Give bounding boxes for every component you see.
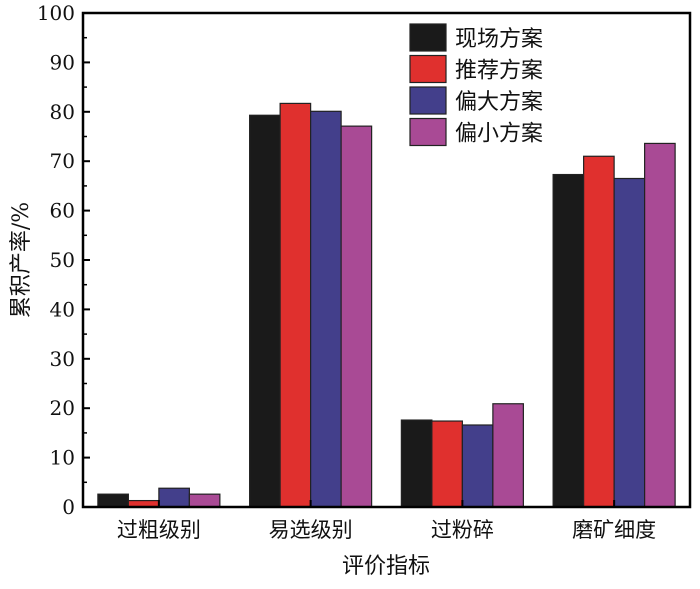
x-tick-label: 过粉碎 xyxy=(431,518,494,542)
bar-3-4 xyxy=(613,177,646,508)
bar-1-1 xyxy=(97,493,129,508)
x-axis-label: 评价指标 xyxy=(342,554,430,579)
y-tick-label: 90 xyxy=(50,50,75,74)
bar-1-3 xyxy=(400,419,433,508)
legend-label-2: 推荐方案 xyxy=(455,59,543,84)
x-tick-label: 过粗级别 xyxy=(117,518,201,542)
legend-label-4: 偏小方案 xyxy=(455,122,543,147)
legend-swatch-2 xyxy=(409,54,447,84)
bar-1-2 xyxy=(249,114,281,508)
bar-4-1 xyxy=(188,493,221,508)
bar-3-3 xyxy=(461,424,494,508)
y-axis-label: 累积产率/% xyxy=(9,202,34,318)
y-tick-label: 70 xyxy=(50,149,75,173)
y-tick-label: 100 xyxy=(37,1,75,25)
y-tick-label: 20 xyxy=(50,396,75,420)
y-tick-label: 40 xyxy=(50,297,75,321)
y-tick-label: 50 xyxy=(50,248,75,272)
bar-2-3 xyxy=(431,420,463,508)
y-tick-label: 10 xyxy=(50,446,75,470)
bar-1-4 xyxy=(552,173,585,508)
bars-layer xyxy=(97,102,676,508)
bar-2-4 xyxy=(583,155,615,508)
legend-swatch-3 xyxy=(409,86,447,115)
y-tick-label: 80 xyxy=(50,100,75,124)
bar-2-2 xyxy=(279,102,312,508)
bar-4-4 xyxy=(644,142,676,508)
y-tick-label: 60 xyxy=(50,199,75,223)
x-tick-label: 磨矿细度 xyxy=(572,518,656,542)
axes-layer: 过粗级别 易选级别 过粉碎 磨矿细度 0 10 20 30 40 50 60 70 80 90 100 xyxy=(37,1,692,542)
legend-label-3: 偏大方案 xyxy=(455,90,543,115)
legend-swatch-4 xyxy=(409,117,447,147)
y-tick-label: 0 xyxy=(62,495,75,519)
legend-label-1: 现场方案 xyxy=(455,27,543,52)
legend-swatch-1 xyxy=(409,23,447,52)
bar-3-2 xyxy=(310,110,342,508)
y-tick-label: 30 xyxy=(50,347,75,371)
x-tick-label: 易选级别 xyxy=(269,518,353,542)
bar-3-1 xyxy=(158,487,190,508)
bar-4-3 xyxy=(492,403,524,508)
bar-4-2 xyxy=(340,125,373,508)
